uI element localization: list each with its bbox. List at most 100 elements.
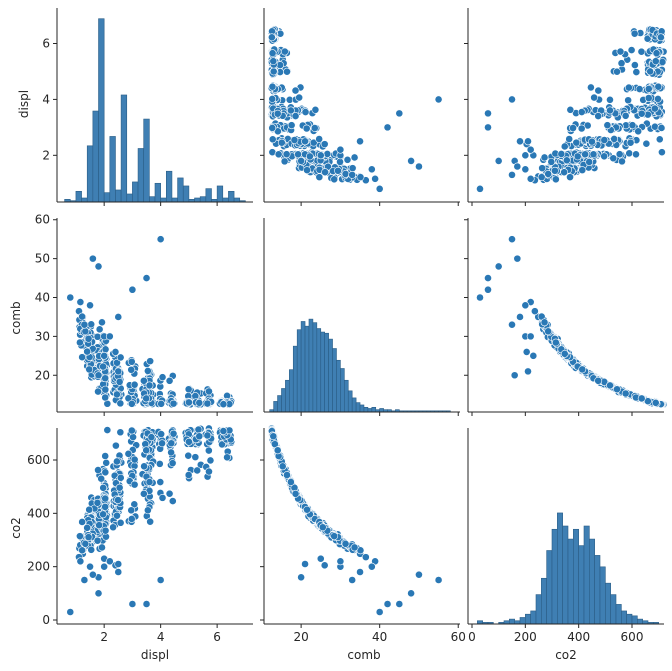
point-comb-vs-displ-517 — [142, 394, 151, 403]
point-co2-vs-comb-520 — [348, 576, 357, 584]
point-co2-vs-displ-493 — [84, 533, 93, 542]
point-comb-vs-displ-466 — [157, 399, 166, 408]
point-displ-vs-co2-503 — [613, 67, 621, 76]
x-tick-label-displ: 4 — [157, 630, 165, 644]
point-co2-vs-comb-530 — [415, 570, 423, 579]
hist-bar-comb-8 — [300, 321, 306, 413]
hist-bar-co2-17 — [567, 538, 574, 625]
point-displ-vs-co2-521 — [521, 165, 530, 174]
y-axis-label-comb: comb — [9, 301, 23, 334]
point-comb-vs-displ-426 — [205, 387, 213, 396]
point-comb-vs-co2-520 — [508, 320, 516, 329]
hist-bar-displ-29 — [228, 190, 235, 203]
point-displ-vs-co2-477 — [585, 158, 594, 166]
x-tick-label-comb: 60 — [451, 630, 466, 644]
point-displ-vs-comb-487 — [321, 168, 329, 177]
point-co2-vs-comb-522 — [297, 573, 306, 582]
point-displ-vs-co2-388 — [577, 108, 586, 116]
point-displ-vs-co2-491 — [650, 104, 659, 113]
point-co2-vs-displ-517 — [142, 446, 151, 455]
x-tick-label-co2: 200 — [514, 630, 537, 644]
x-tick-label-co2: 400 — [567, 630, 590, 644]
point-displ-vs-comb-513 — [303, 166, 311, 175]
point-comb-vs-displ-512 — [81, 327, 90, 336]
point-co2-vs-displ-510 — [95, 521, 104, 530]
point-co2-vs-displ-3 — [156, 478, 165, 486]
hist-bar-comb-15 — [328, 338, 333, 413]
point-displ-vs-co2-181 — [625, 149, 634, 158]
point-displ-vs-comb-507 — [315, 135, 324, 143]
point-comb-vs-displ-496 — [127, 365, 136, 374]
point-comb-vs-co2-529 — [508, 235, 516, 244]
point-comb-vs-displ-508 — [78, 353, 87, 362]
y-tick-label-displ: 6 — [42, 37, 50, 51]
point-displ-vs-co2-467 — [654, 82, 663, 91]
point-displ-vs-co2-493 — [550, 166, 559, 175]
point-displ-vs-comb-481 — [336, 157, 344, 166]
point-displ-vs-co2-505 — [632, 150, 640, 159]
y-tick-label-comb: 30 — [35, 329, 50, 343]
point-displ-vs-comb-479 — [267, 33, 276, 42]
point-co2-vs-displ-489 — [101, 526, 110, 535]
point-displ-vs-co2-338 — [610, 135, 619, 143]
point-displ-vs-co2-379 — [630, 29, 639, 38]
hist-bar-co2-20 — [583, 525, 590, 625]
y-tick-label-comb: 20 — [35, 368, 50, 382]
hist-bar-displ-9 — [115, 189, 122, 203]
hist-bar-co2-30 — [637, 618, 643, 625]
point-displ-vs-comb-527 — [383, 123, 392, 132]
point-displ-vs-co2-509 — [537, 173, 546, 182]
hist-bar-comb-17 — [336, 359, 341, 413]
hist-bar-displ-30 — [233, 197, 241, 203]
point-displ-vs-co2-519 — [594, 112, 603, 120]
hist-bar-co2-18 — [573, 528, 579, 625]
hist-bar-co2-23 — [599, 566, 606, 625]
point-comb-vs-co2-530 — [513, 254, 522, 263]
point-co2-vs-displ-479 — [219, 427, 228, 435]
point-comb-vs-displ-511 — [99, 362, 107, 371]
y-axis-label-co2: co2 — [9, 517, 23, 539]
point-co2-vs-displ-528 — [142, 600, 151, 608]
point-co2-vs-comb-533 — [407, 589, 415, 598]
point-comb-vs-co2-526 — [516, 313, 524, 321]
point-displ-vs-co2-534 — [524, 137, 532, 146]
point-co2-vs-displ-534 — [114, 560, 123, 568]
point-comb-vs-displ-479 — [219, 400, 228, 409]
point-co2-vs-displ-512 — [81, 539, 90, 548]
hist-bar-comb-14 — [324, 332, 329, 413]
hist-bar-co2-24 — [605, 582, 611, 625]
hist-bar-comb-2 — [277, 395, 282, 413]
point-co2-vs-comb-532 — [336, 557, 345, 566]
point-co2-vs-displ-529 — [156, 576, 165, 584]
point-displ-vs-co2-466 — [654, 94, 662, 103]
point-co2-vs-displ-531 — [66, 608, 75, 616]
point-comb-vs-displ-388 — [143, 367, 152, 375]
point-co2-vs-displ-437 — [127, 426, 136, 435]
hist-bar-displ-7 — [103, 192, 111, 203]
point-co2-vs-displ-501 — [195, 432, 204, 441]
point-displ-vs-co2-394 — [626, 138, 635, 147]
point-comb-vs-displ-489 — [101, 345, 110, 354]
point-displ-vs-comb-494 — [269, 67, 278, 76]
point-displ-vs-comb-533 — [407, 157, 415, 165]
point-displ-vs-comb-426 — [280, 47, 289, 56]
x-tick-label-displ: 6 — [213, 630, 221, 644]
point-displ-vs-comb-95 — [311, 105, 320, 114]
point-displ-vs-co2-517 — [637, 109, 646, 118]
point-displ-vs-co2-389 — [655, 135, 664, 144]
hist-bar-co2-6 — [509, 618, 515, 625]
point-displ-vs-co2-518 — [540, 153, 549, 162]
point-displ-vs-co2-492 — [603, 121, 612, 130]
point-displ-vs-co2-495 — [588, 137, 596, 146]
point-displ-vs-co2-489 — [557, 150, 566, 158]
point-comb-vs-displ-529 — [156, 235, 165, 244]
hist-bar-displ-16 — [154, 182, 161, 203]
hist-bar-displ-3 — [81, 197, 88, 203]
point-displ-vs-co2-395 — [526, 174, 535, 183]
point-co2-vs-comb-519 — [291, 489, 300, 498]
hist-bar-comb-1 — [273, 401, 278, 413]
point-co2-vs-displ-521 — [86, 562, 94, 571]
point-comb-vs-displ-490 — [127, 357, 136, 366]
point-co2-vs-comb-175 — [361, 553, 370, 562]
hist-bar-displ-6 — [98, 18, 105, 203]
